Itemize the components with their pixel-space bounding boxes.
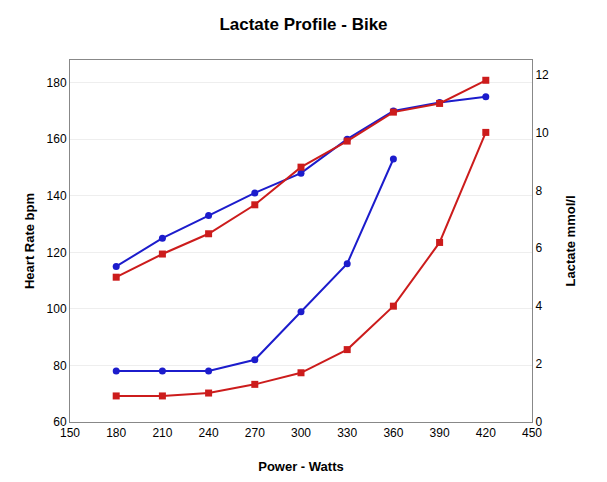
svg-text:Heart Rate bpm: Heart Rate bpm <box>22 193 37 289</box>
svg-text:2: 2 <box>535 357 542 371</box>
svg-text:150: 150 <box>60 426 80 440</box>
svg-text:160: 160 <box>47 132 67 146</box>
svg-text:210: 210 <box>152 426 172 440</box>
svg-text:100: 100 <box>47 302 67 316</box>
svg-text:330: 330 <box>337 426 357 440</box>
svg-text:12: 12 <box>535 68 549 82</box>
svg-text:390: 390 <box>430 426 450 440</box>
svg-text:270: 270 <box>245 426 265 440</box>
svg-text:4: 4 <box>535 299 542 313</box>
svg-text:Power - Watts: Power - Watts <box>258 459 343 474</box>
svg-text:6: 6 <box>535 241 542 255</box>
svg-text:240: 240 <box>199 426 219 440</box>
svg-text:0: 0 <box>535 415 542 429</box>
svg-text:Lactate Profile - Bike: Lactate Profile - Bike <box>219 15 387 34</box>
svg-text:420: 420 <box>476 426 496 440</box>
svg-text:180: 180 <box>47 76 67 90</box>
svg-text:140: 140 <box>47 189 67 203</box>
svg-text:360: 360 <box>383 426 403 440</box>
svg-text:8: 8 <box>535 184 542 198</box>
svg-text:120: 120 <box>47 246 67 260</box>
svg-text:450: 450 <box>522 426 542 440</box>
svg-text:60: 60 <box>53 415 67 429</box>
svg-text:10: 10 <box>535 126 549 140</box>
svg-text:300: 300 <box>291 426 311 440</box>
svg-text:Lactate mmol/l: Lactate mmol/l <box>563 195 578 286</box>
svg-text:80: 80 <box>53 359 67 373</box>
svg-text:180: 180 <box>106 426 126 440</box>
